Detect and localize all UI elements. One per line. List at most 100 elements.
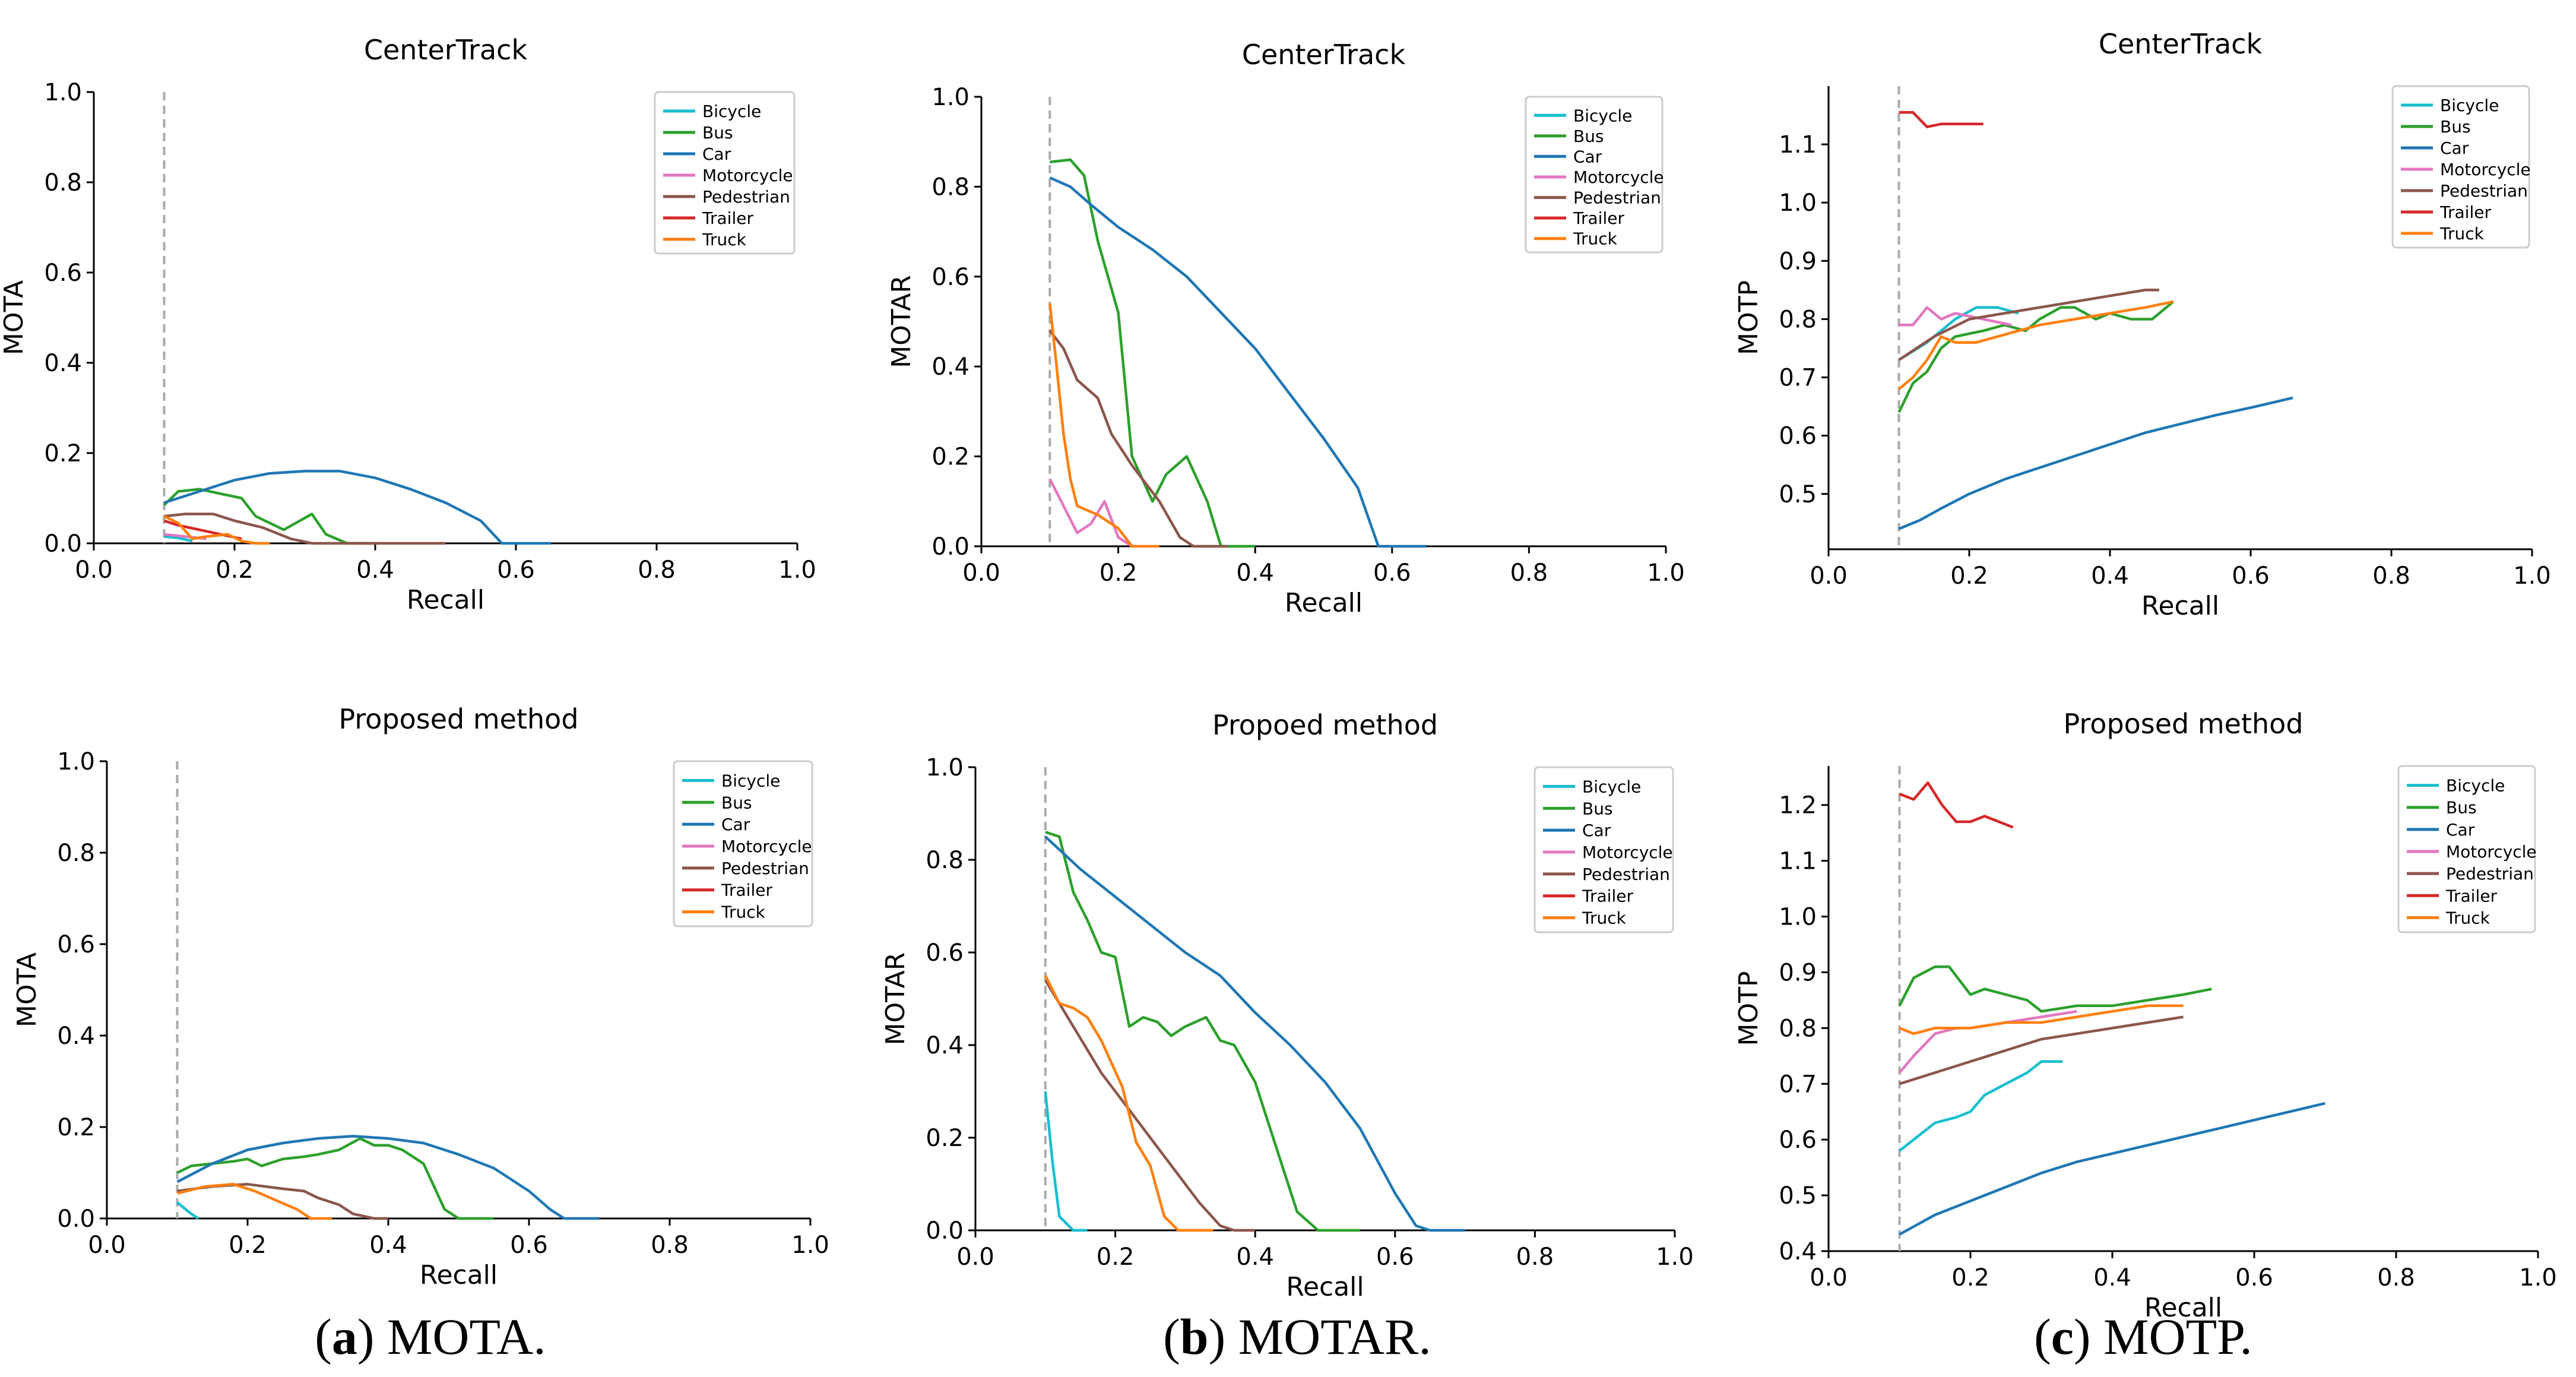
centertrack-motar-series-bus (1050, 158, 1256, 548)
centertrack-motp-legend-label-motorcycle: Motorcycle (2440, 160, 2531, 179)
centertrack-mota-y-label: MOTA (0, 280, 29, 355)
proposed-motar-ytick-label: 0.6 (926, 939, 964, 967)
caption-motp-letter: c (2051, 1308, 2074, 1365)
proposed-motp-ytick-label: 1.1 (1779, 848, 1817, 875)
centertrack-mota-xtick-label: 0.6 (497, 556, 535, 584)
proposed-motp-legend-label-bicycle: Bicycle (2446, 776, 2505, 796)
proposed-motp-title: Proposed method (2063, 708, 2303, 740)
proposed-motar-legend-label-bicycle: Bicycle (1582, 777, 1641, 796)
caption-mota: (a) MOTA. (315, 1308, 546, 1365)
proposed-motar-ytick-label: 1.0 (926, 754, 964, 781)
proposed-mota-x-label: Recall (420, 1260, 498, 1290)
proposed-mota-legend-label-bicycle: Bicycle (721, 771, 780, 790)
proposed-mota-legend-label-pedestrian: Pedestrian (721, 859, 809, 878)
caption-motar-letter: b (1180, 1308, 1209, 1365)
proposed-mota-ytick-label: 0.0 (57, 1205, 95, 1233)
proposed-motp-series-bus (1898, 965, 2212, 1013)
centertrack-motp-ytick-label: 0.5 (1779, 481, 1817, 508)
chart-centertrack-motp: 0.0 0.2 0.4 0.6 0.8 1.0 0.5 0.6 0.7 0.8 0.9 1.0 1.1 C… (1734, 28, 2551, 621)
proposed-motp-series-trailer (1899, 781, 2014, 829)
proposed-motp-ytick-label: 1.2 (1779, 792, 1817, 819)
proposed-motar-ytick-label: 0.2 (926, 1125, 964, 1152)
centertrack-motar-xtick-label: 0.0 (962, 559, 1000, 587)
proposed-motp-legend-label-bus: Bus (2446, 798, 2477, 818)
centertrack-motar-ytick-label: 0.2 (931, 444, 969, 471)
proposed-mota-ytick-label: 0.6 (57, 931, 95, 958)
proposed-mota-legend-label-motorcycle: Motorcycle (721, 837, 812, 856)
centertrack-motp-xtick-label: 0.8 (2372, 562, 2410, 590)
centertrack-motp-xtick-label: 0.6 (2232, 562, 2270, 590)
proposed-motp-series-car (1899, 1101, 2326, 1236)
centertrack-mota-legend-label-motorcycle: Motorcycle (702, 166, 793, 185)
proposed-mota-ytick-label: 0.8 (57, 840, 95, 867)
proposed-motar-xtick-label: 0.4 (1236, 1243, 1274, 1271)
proposed-motp-ytick-label: 0.6 (1779, 1126, 1817, 1154)
centertrack-motp-ytick-label: 1.0 (1779, 189, 1817, 217)
centertrack-motar-legend-label-bus: Bus (1573, 126, 1604, 146)
proposed-motp-xtick-label: 0.6 (2235, 1264, 2273, 1291)
centertrack-motp-legend-label-trailer: Trailer (2439, 202, 2491, 222)
caption-mota-text: ) MOTA. (357, 1308, 546, 1365)
centertrack-mota-xtick-label: 0.2 (216, 556, 254, 584)
proposed-motar-legend-label-bus: Bus (1582, 799, 1613, 818)
centertrack-mota-series-car (163, 470, 552, 545)
centertrack-mota-series-pedestrian (164, 512, 446, 545)
proposed-motp-ytick-label: 0.8 (1779, 1015, 1817, 1042)
proposed-motp-y-label: MOTP (1734, 971, 1764, 1046)
caption-motar-text: ) MOTAR. (1209, 1308, 1431, 1365)
proposed-mota-legend: Bicycle Bus Car Motorcycle Pedestrian Trailer… (673, 760, 813, 928)
proposed-motp-xtick-label: 0.4 (2093, 1264, 2131, 1291)
centertrack-mota-title: CenterTrack (364, 34, 528, 66)
proposed-motp-xtick-label: 1.0 (2519, 1264, 2557, 1291)
centertrack-motp-y-label: MOTP (1734, 280, 1764, 355)
panels: 0.0 0.2 0.4 0.6 0.8 1.0 0.0 0.2 0.4 0.6 0.8 1.0 Cent… (0, 28, 2557, 1323)
centertrack-motar-legend: BicycleBusCarMotorcyclePedestrianTrailer… (1525, 96, 1664, 254)
centertrack-mota-ytick-label: 0.6 (44, 259, 82, 287)
caption-mota-letter: a (332, 1308, 357, 1365)
centertrack-motar-ytick-label: 0.8 (931, 173, 969, 201)
chart-proposed-motar: 0.0 0.2 0.4 0.6 0.8 1.0 0.0 0.2 0.4 0.6 0.8 1.0 Prop… (880, 709, 1694, 1302)
proposed-motar-x-label: Recall (1286, 1272, 1364, 1302)
centertrack-motar-xtick-label: 1.0 (1647, 559, 1685, 587)
proposed-motp-legend-label-motorcycle: Motorcycle (2446, 842, 2537, 862)
centertrack-motp-ytick-label: 0.8 (1779, 306, 1817, 333)
centertrack-motp-xtick-label: 0.4 (2091, 562, 2129, 590)
centertrack-motar-xtick-label: 0.8 (1510, 559, 1548, 587)
proposed-motar-legend: Bicycle Bus Car Motorcycle Pedestrian Trailer… (1533, 766, 1674, 933)
chart-proposed-mota: 0.0 0.2 0.4 0.6 0.8 1.0 0.0 0.2 0.4 0.6 0.8 1.0 Prop… (12, 703, 829, 1290)
proposed-motp-legend-label-car: Car (2446, 820, 2475, 840)
centertrack-mota-legend-label-truck: Truck (702, 230, 747, 249)
proposed-motar-xtick-label: 0.2 (1097, 1243, 1135, 1271)
proposed-motar-series-car (1044, 835, 1465, 1232)
proposed-motp-series-truck (1899, 1004, 2184, 1036)
proposed-mota-title: Proposed method (338, 703, 578, 735)
proposed-mota-legend-label-trailer: Trailer (721, 881, 772, 900)
proposed-mota-ytick-label: 0.2 (57, 1114, 95, 1141)
centertrack-motp-ytick-label: 0.6 (1779, 423, 1817, 450)
centertrack-motar-ytick-label: 1.0 (931, 84, 969, 111)
centertrack-motar-xtick-label: 0.4 (1236, 559, 1274, 587)
proposed-motar-y-label: MOTAR (880, 952, 911, 1046)
centertrack-motp-xtick-label: 0.2 (1950, 562, 1988, 590)
centertrack-motp-legend-label-pedestrian: Pedestrian (2440, 181, 2528, 201)
proposed-motp-legend: BicycleBusCarMotorcyclePedestrianTrailer… (2397, 765, 2537, 933)
chart-centertrack-mota: 0.0 0.2 0.4 0.6 0.8 1.0 0.0 0.2 0.4 0.6 0.8 1.0 Cent… (0, 34, 816, 615)
proposed-mota-legend-label-car: Car (721, 815, 750, 834)
chart-proposed-motp: 0.0 0.2 0.4 0.6 0.8 1.0 0.4 0.5 0.6 0.7 0.8 0.9 1.0 1… (1734, 708, 2557, 1323)
proposed-mota-xtick-label: 1.0 (791, 1232, 829, 1259)
centertrack-motar-series-truck (1048, 303, 1159, 548)
proposed-motar-xtick-label: 0.6 (1376, 1243, 1414, 1271)
chart-centertrack-motar: 0.0 0.2 0.4 0.6 0.8 1.0 0.0 0.2 0.4 0.6 0.8 1.0 Cent… (886, 39, 1685, 618)
proposed-mota-ytick-label: 1.0 (57, 748, 95, 775)
centertrack-motp-series-car (1898, 396, 2293, 530)
centertrack-motar-series-car (1049, 176, 1427, 548)
proposed-motp-ytick-label: 0.5 (1779, 1182, 1817, 1210)
centertrack-mota-ytick-label: 0.2 (44, 440, 82, 467)
centertrack-motar-xtick-label: 0.6 (1373, 559, 1411, 587)
proposed-motar-title: Propoed method (1212, 709, 1438, 741)
proposed-motar-legend-label-car: Car (1582, 821, 1611, 840)
centertrack-mota-legend-label-car: Car (702, 144, 731, 164)
